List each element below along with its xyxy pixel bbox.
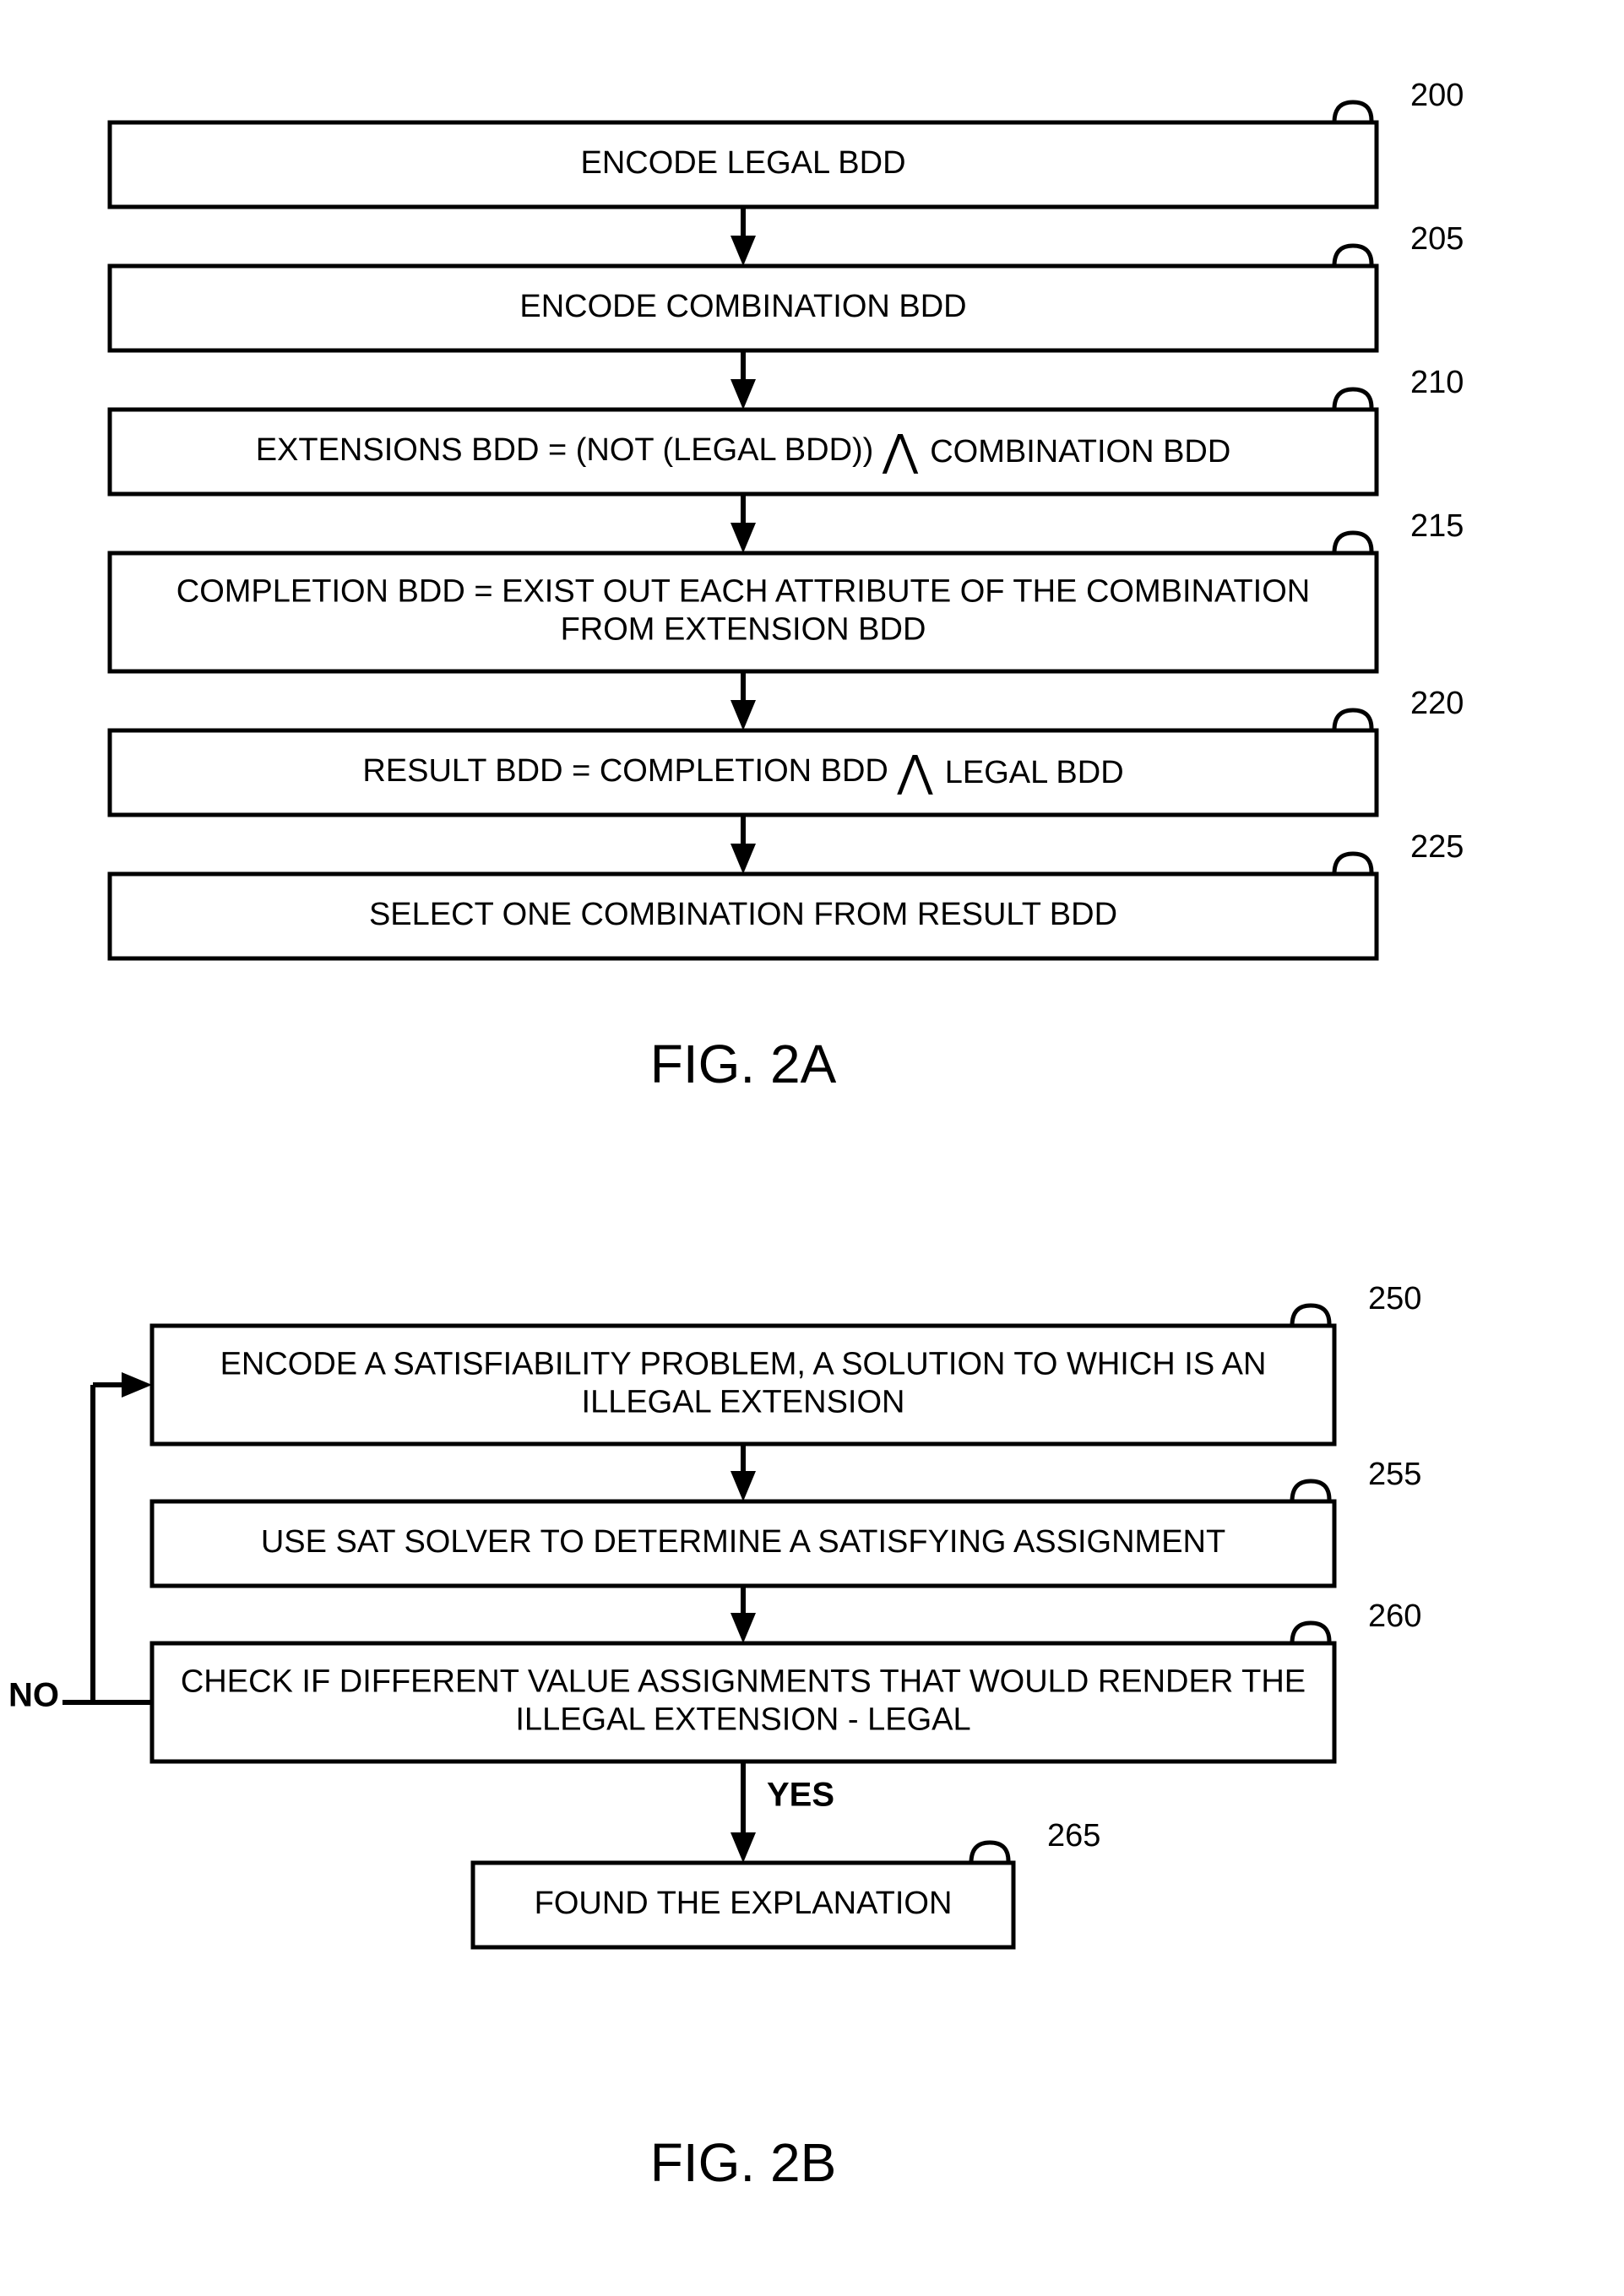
- ref-number-265: 265: [1047, 1818, 1100, 1854]
- ref-hook-260: [1292, 1623, 1329, 1643]
- ref-hook-205: [1334, 246, 1371, 266]
- ref-hook-265: [971, 1843, 1008, 1863]
- fig2a-label: FIG. 2A: [650, 1034, 837, 1094]
- fig2a-arrow-2-head: [731, 523, 756, 553]
- fig2a-box-205-text-line-0: ENCODE COMBINATION BDD: [519, 289, 966, 324]
- ref-number-260: 260: [1368, 1599, 1421, 1634]
- fig2b-no-label: NO: [8, 1677, 59, 1714]
- ref-number-220: 220: [1410, 686, 1464, 721]
- ref-hook-210: [1334, 389, 1371, 410]
- ref-number-200: 200: [1410, 78, 1464, 113]
- fig2a-arrow-0-head: [731, 236, 756, 266]
- diagram-canvas: ENCODE LEGAL BDD 200 ENCODE COMBINATION BD…: [0, 0, 1624, 2296]
- ref-hook-220: [1334, 710, 1371, 730]
- ref-hook-250: [1292, 1305, 1329, 1326]
- ref-number-210: 210: [1410, 365, 1464, 400]
- fig2b-box-250-text-line-0: ENCODE A SATISFIABILITY PROBLEM, A SOLUT…: [220, 1347, 1267, 1382]
- fig2b-label: FIG. 2B: [650, 2132, 837, 2193]
- fig2b-box-265-text-line-0: FOUND THE EXPLANATION: [535, 1886, 953, 1921]
- fig2b-yes-arrow-head: [731, 1832, 756, 1863]
- fig2b-box-260-text-line-0: CHECK IF DIFFERENT VALUE ASSIGNMENTS THA…: [181, 1664, 1306, 1700]
- ref-hook-200: [1334, 102, 1371, 122]
- fig2a-box-210-text-line-0: EXTENSIONS BDD = (NOT (LEGAL BDD)) ⋀ COM…: [256, 426, 1231, 474]
- fig2a-box-215-text-line-0: COMPLETION BDD = EXIST OUT EACH ATTRIBUT…: [177, 574, 1311, 610]
- fig2a-arrow-3-head: [731, 700, 756, 730]
- fig2a-box-225-text-line-0: SELECT ONE COMBINATION FROM RESULT BDD: [369, 897, 1117, 932]
- fig2b-arrow-1-head: [731, 1613, 756, 1643]
- ref-hook-255: [1292, 1481, 1329, 1501]
- fig2a-arrow-4-head: [731, 844, 756, 874]
- fig2b-box-255-text-line-0: USE SAT SOLVER TO DETERMINE A SATISFYING…: [261, 1524, 1225, 1560]
- fig2a-box-215-text-line-1: FROM EXTENSION BDD: [561, 611, 926, 647]
- fig2a-arrow-1-head: [731, 379, 756, 410]
- fig2b-box-260-text-line-1: ILLEGAL EXTENSION - LEGAL: [515, 1702, 970, 1737]
- fig2a-box-220-text-line-0: RESULT BDD = COMPLETION BDD ⋀ LEGAL BDD: [362, 746, 1123, 795]
- fig2b-no-seg3-head: [122, 1372, 152, 1398]
- ref-number-250: 250: [1368, 1281, 1421, 1316]
- ref-number-215: 215: [1410, 508, 1464, 544]
- ref-hook-215: [1334, 533, 1371, 553]
- ref-hook-225: [1334, 854, 1371, 874]
- fig2b-arrow-0-head: [731, 1471, 756, 1501]
- ref-number-205: 205: [1410, 221, 1464, 257]
- fig2b-box-250-text-line-1: ILLEGAL EXTENSION: [582, 1384, 905, 1419]
- fig2b-yes-label: YES: [767, 1777, 834, 1814]
- ref-number-255: 255: [1368, 1457, 1421, 1492]
- fig2a-box-200-text-line-0: ENCODE LEGAL BDD: [580, 145, 905, 181]
- ref-number-225: 225: [1410, 829, 1464, 865]
